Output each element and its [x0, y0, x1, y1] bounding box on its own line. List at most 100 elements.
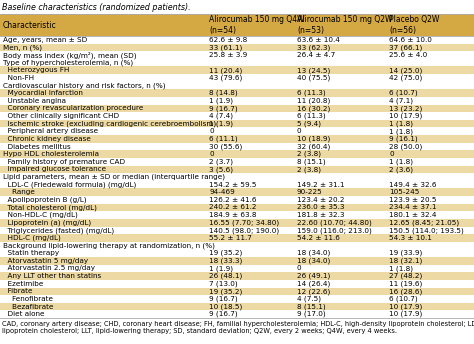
Text: 19 (35.2): 19 (35.2) — [209, 288, 242, 294]
Text: Unstable angina: Unstable angina — [3, 98, 66, 104]
Text: 9 (16.7): 9 (16.7) — [209, 296, 238, 302]
Text: 6 (10.7): 6 (10.7) — [389, 90, 418, 96]
Text: 16 (30.2): 16 (30.2) — [297, 105, 330, 112]
Text: 2 (3.8): 2 (3.8) — [297, 151, 321, 158]
Text: 150.5 (114.0; 193.5): 150.5 (114.0; 193.5) — [389, 227, 464, 234]
Text: 236.0 ± 35.3: 236.0 ± 35.3 — [297, 204, 345, 211]
Text: 10 (17.9): 10 (17.9) — [389, 311, 422, 318]
Bar — [0, 196, 474, 204]
Bar — [0, 204, 474, 211]
Text: 14 (25.0): 14 (25.0) — [389, 67, 422, 74]
Text: 2 (3.6): 2 (3.6) — [389, 166, 413, 173]
Text: 1 (1.9): 1 (1.9) — [209, 98, 233, 104]
Text: 184.9 ± 63.8: 184.9 ± 63.8 — [209, 212, 257, 218]
Text: 126.2 ± 41.6: 126.2 ± 41.6 — [209, 197, 257, 203]
Bar — [0, 280, 474, 288]
Text: 154.2 ± 59.5: 154.2 ± 59.5 — [209, 182, 257, 187]
Text: 8 (14.8): 8 (14.8) — [209, 90, 238, 96]
Bar — [0, 181, 474, 189]
Text: 94-469: 94-469 — [209, 189, 235, 195]
Text: 180.1 ± 32.4: 180.1 ± 32.4 — [389, 212, 437, 218]
Text: LDL-C (Friedewald formula) (mg/dL): LDL-C (Friedewald formula) (mg/dL) — [3, 181, 136, 188]
Text: 11 (20.8): 11 (20.8) — [297, 98, 330, 104]
Bar — [0, 82, 474, 89]
Text: 159.0 (116.0; 213.0): 159.0 (116.0; 213.0) — [297, 227, 372, 234]
Text: 90-225: 90-225 — [297, 189, 323, 195]
Bar — [0, 295, 474, 303]
Text: Atorvastatin 2.5 mg/day: Atorvastatin 2.5 mg/day — [3, 266, 95, 271]
Text: Age, years, mean ± SD: Age, years, mean ± SD — [3, 37, 87, 43]
Bar — [0, 44, 474, 51]
Text: 13 (23.2): 13 (23.2) — [389, 105, 422, 112]
Text: Peripheral artery disease: Peripheral artery disease — [3, 128, 98, 134]
Text: 3 (5.6): 3 (5.6) — [209, 166, 233, 173]
Text: 123.9 ± 20.5: 123.9 ± 20.5 — [389, 197, 437, 203]
Text: 123.4 ± 20.2: 123.4 ± 20.2 — [297, 197, 345, 203]
Bar — [0, 219, 474, 227]
Text: Diabetes mellitus: Diabetes mellitus — [3, 143, 71, 150]
Text: 18 (34.0): 18 (34.0) — [297, 258, 330, 264]
Bar — [0, 173, 474, 181]
Text: 10 (18.9): 10 (18.9) — [297, 136, 330, 142]
Text: Fibrate: Fibrate — [3, 288, 33, 294]
Text: 9 (16.1): 9 (16.1) — [389, 136, 418, 142]
Text: 0: 0 — [297, 266, 301, 271]
Text: 28 (50.0): 28 (50.0) — [389, 143, 422, 150]
Text: 1 (1.9): 1 (1.9) — [209, 265, 233, 272]
Bar — [0, 150, 474, 158]
Text: Heterozygous FH: Heterozygous FH — [3, 67, 69, 73]
Text: 6 (11.1): 6 (11.1) — [209, 136, 238, 142]
Text: 14 (26.4): 14 (26.4) — [297, 280, 330, 287]
Text: 6 (11.3): 6 (11.3) — [297, 113, 326, 119]
Text: Non-HDL-C (mg/dL): Non-HDL-C (mg/dL) — [3, 212, 78, 218]
Text: Ezetimibe: Ezetimibe — [3, 281, 44, 287]
Text: Any LLT other than statins: Any LLT other than statins — [3, 273, 101, 279]
Text: 32 (60.4): 32 (60.4) — [297, 143, 330, 150]
Text: Characteristic: Characteristic — [3, 21, 57, 30]
Text: Myocardial infarction: Myocardial infarction — [3, 90, 83, 96]
Text: 25.8 ± 3.9: 25.8 ± 3.9 — [209, 52, 247, 58]
Text: Body mass index (kg/m²), mean (SD): Body mass index (kg/m²), mean (SD) — [3, 51, 137, 59]
Text: 11 (20.4): 11 (20.4) — [209, 67, 242, 74]
Text: Impaired glucose tolerance: Impaired glucose tolerance — [3, 166, 106, 172]
Text: Diet alone: Diet alone — [3, 311, 45, 317]
Bar — [0, 227, 474, 234]
Text: 54.2 ± 11.6: 54.2 ± 11.6 — [297, 235, 340, 241]
Text: 4 (7.5): 4 (7.5) — [297, 296, 321, 302]
Text: 64.6 ± 10.0: 64.6 ± 10.0 — [389, 37, 432, 43]
Text: Bezafibrate: Bezafibrate — [3, 303, 54, 310]
Text: 10 (17.9): 10 (17.9) — [389, 303, 422, 310]
Bar — [0, 51, 474, 59]
Bar — [0, 89, 474, 97]
Bar — [0, 128, 474, 135]
Text: 37 (66.1): 37 (66.1) — [389, 44, 422, 51]
Text: 18 (33.3): 18 (33.3) — [209, 258, 242, 264]
Bar — [0, 112, 474, 120]
Bar — [0, 211, 474, 219]
Text: 105-245: 105-245 — [389, 189, 419, 195]
Text: Atorvastatin 5 mg/day: Atorvastatin 5 mg/day — [3, 258, 88, 264]
Bar — [0, 105, 474, 112]
Text: Placebo Q2W
(n=56): Placebo Q2W (n=56) — [389, 15, 440, 35]
Bar — [0, 143, 474, 150]
Bar — [0, 288, 474, 295]
Text: 55.2 ± 11.7: 55.2 ± 11.7 — [209, 235, 252, 241]
Bar — [0, 257, 474, 265]
Text: 0: 0 — [209, 151, 214, 157]
Text: 30 (55.6): 30 (55.6) — [209, 143, 242, 150]
Bar — [0, 272, 474, 280]
Text: 13 (24.5): 13 (24.5) — [297, 67, 330, 74]
Bar — [0, 59, 474, 66]
Text: 11 (19.6): 11 (19.6) — [389, 280, 422, 287]
Text: Cardiovascular history and risk factors, n (%): Cardiovascular history and risk factors,… — [3, 82, 165, 89]
Text: 16.55 (7.70; 34.80): 16.55 (7.70; 34.80) — [209, 219, 279, 226]
Text: 1 (1.8): 1 (1.8) — [389, 128, 413, 135]
Text: 4 (7.4): 4 (7.4) — [209, 113, 233, 119]
Bar — [0, 135, 474, 143]
Text: 2 (3.7): 2 (3.7) — [209, 159, 233, 165]
Bar — [0, 303, 474, 310]
Text: 54.3 ± 10.1: 54.3 ± 10.1 — [389, 235, 432, 241]
Text: 5 (9.4): 5 (9.4) — [297, 120, 321, 127]
Text: Other clinically significant CHD: Other clinically significant CHD — [3, 113, 119, 119]
Text: 9 (16.7): 9 (16.7) — [209, 105, 238, 112]
